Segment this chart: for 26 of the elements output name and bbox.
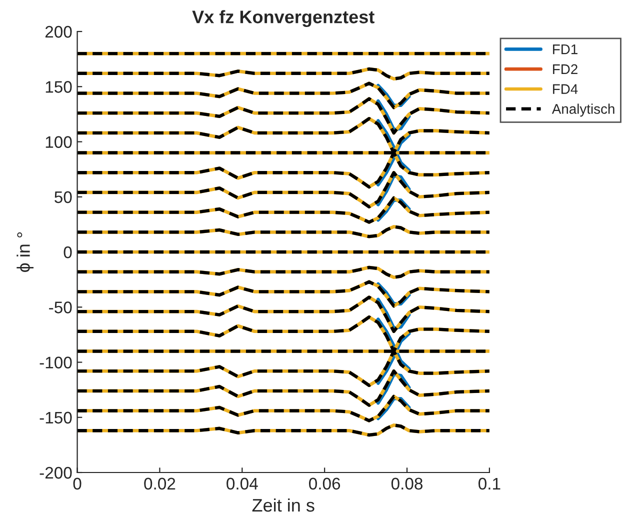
line-series — [77, 82, 490, 110]
x-tick-label: 0.08 — [391, 478, 423, 490]
line-series — [77, 224, 490, 238]
x-tick-label: 0.1 — [478, 478, 500, 490]
x-tick-label: 0.04 — [226, 478, 258, 490]
y-tick-label: 100 — [46, 136, 72, 148]
y-tick-label: 50 — [54, 191, 72, 204]
x-tick-label: 0.02 — [144, 478, 176, 490]
y-tick-label: 150 — [46, 81, 72, 93]
legend-label: Analytisch — [552, 104, 614, 117]
y-tick-label: -50 — [49, 302, 72, 314]
chart-title: Vx fz Konvergenztest — [192, 10, 374, 27]
line-series — [77, 266, 490, 280]
y-tick-label: -100 — [40, 356, 72, 368]
x-tick-label: 0.06 — [309, 478, 340, 490]
x-tick-label: 0 — [73, 478, 82, 490]
y-tick-label: 200 — [45, 26, 72, 38]
line-series — [77, 394, 490, 422]
legend-label: FD4 — [553, 84, 578, 94]
legend-label: FD1 — [553, 44, 578, 54]
legend-label: FD2 — [553, 64, 578, 74]
y-tick-label: 0 — [64, 246, 72, 258]
y-axis-title: ϕ in ° — [16, 232, 34, 272]
y-tick-label: -200 — [40, 466, 72, 479]
x-axis-title: Zeit in s — [252, 498, 314, 512]
y-tick-label: -150 — [40, 412, 72, 424]
